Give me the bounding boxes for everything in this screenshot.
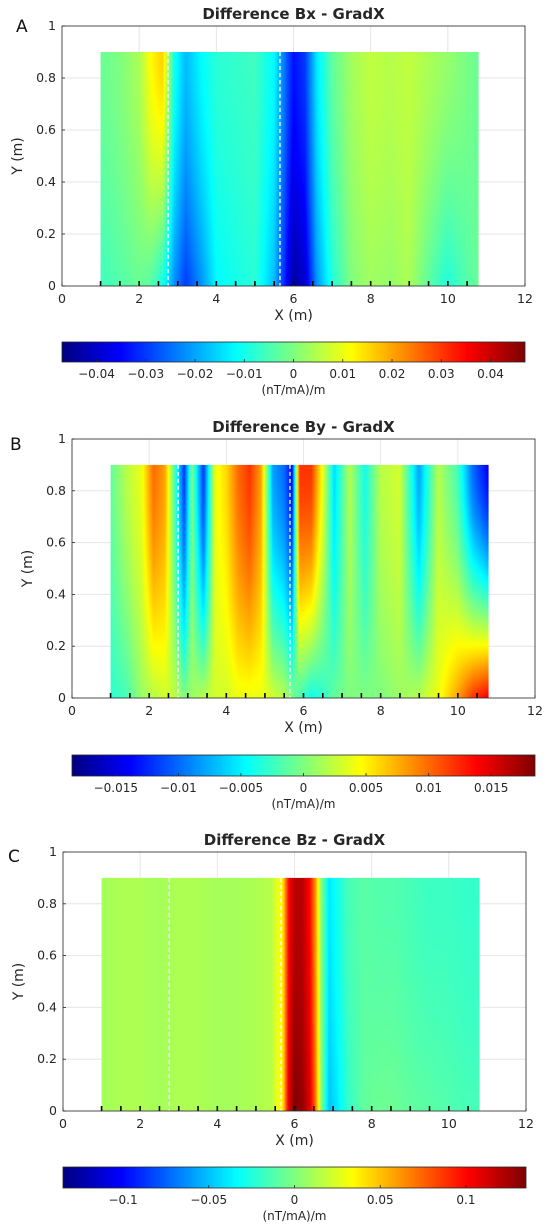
x-tick-label: 2 [136, 1116, 144, 1131]
colorbar-tick-label: −0.01 [226, 367, 263, 381]
colorbar-tick-label: 0.01 [415, 781, 442, 795]
y-tick-label: 0.4 [46, 586, 66, 601]
x-tick-label: 10 [441, 1116, 457, 1131]
y-tick-label: 0 [48, 278, 56, 293]
y-tick-label: 0 [49, 1103, 57, 1118]
y-tick-label: 0.4 [37, 999, 57, 1014]
x-tick-label: 0 [59, 1116, 67, 1131]
colorbar-gradient [72, 755, 535, 776]
y-axis-label: Y (m) [20, 550, 36, 589]
x-tick-label: 12 [518, 1116, 534, 1131]
colorbar-tick-label: −0.05 [190, 1193, 227, 1207]
colorbar-tick-label: 0.005 [349, 781, 383, 795]
x-tick-label: 10 [440, 291, 456, 306]
colorbar-tick-label: −0.005 [219, 781, 263, 795]
chart-title: Difference By - GradX [212, 418, 395, 436]
heatmap-surface [110, 464, 489, 698]
colorbar-tick-label: −0.03 [127, 367, 164, 381]
colorbar: −0.015 −0.01 −0.005 0 0.005 0.01 0.015 (nT/mA)/… [71, 754, 536, 811]
heatmap-surface [100, 52, 479, 286]
x-tick-label: 6 [291, 1116, 299, 1131]
x-tick-label: 6 [300, 703, 308, 718]
colorbar-tick-label: 0.03 [428, 367, 455, 381]
colorbar: −0.04 −0.03 −0.02 −0.01 0 0.01 0.02 0.03 0.04 (nT… [61, 341, 526, 397]
y-tick-label: 0.2 [46, 638, 66, 653]
colorbar-tick-label: 0.02 [379, 367, 406, 381]
x-tick-label: 2 [145, 703, 153, 718]
colorbar-tick-label: 0.05 [367, 1193, 394, 1207]
y-tick-label: 0.2 [37, 1051, 57, 1066]
x-axis-label: X (m) [284, 720, 323, 736]
x-tick-label: 6 [290, 291, 298, 306]
colorbar-tick-label: 0.01 [329, 367, 356, 381]
panel-label: C [8, 847, 20, 867]
x-tick-label: 8 [368, 1116, 376, 1131]
colorbar-tick-label: 0.1 [456, 1193, 475, 1207]
colorbar-tick-label: 0.04 [477, 367, 504, 381]
y-tick-label: 0.2 [36, 226, 56, 241]
x-axis-label: X (m) [274, 308, 313, 324]
y-tick-label: 0.6 [37, 948, 57, 963]
y-tick-label: 0.4 [36, 174, 56, 189]
x-tick-label: 8 [377, 703, 385, 718]
y-tick-label: 0.8 [36, 70, 56, 85]
colorbar-unit-label: (nT/mA)/m [262, 383, 326, 397]
colorbar-tick-label: −0.04 [78, 367, 115, 381]
y-tick-label: 0 [58, 690, 66, 705]
y-axis-label: Y (m) [10, 137, 26, 176]
colorbar-tick-label: −0.02 [177, 367, 214, 381]
heatmap-surface [101, 877, 480, 1111]
colorbar-gradient [62, 342, 525, 362]
colorbar-tick-label: 0.015 [474, 781, 508, 795]
colorbar-tick-label: −0.1 [108, 1193, 137, 1207]
x-tick-label: 10 [450, 703, 466, 718]
colorbar-tick-label: 0 [290, 367, 298, 381]
x-tick-label: 0 [58, 291, 66, 306]
x-tick-label: 4 [222, 703, 230, 718]
colorbar-tick-label: 0 [291, 1193, 299, 1207]
y-tick-label: 0.8 [46, 483, 66, 498]
colorbar-unit-label: (nT/mA)/m [263, 1209, 327, 1223]
y-tick-label: 0.8 [37, 896, 57, 911]
x-tick-label: 12 [517, 291, 533, 306]
y-tick-label: 1 [58, 431, 66, 446]
y-tick-label: 1 [49, 844, 57, 859]
colorbar-tick-label: 0 [300, 781, 308, 795]
colorbar-tick-label: −0.01 [160, 781, 197, 795]
colorbar-tick-label: −0.015 [94, 781, 138, 795]
colorbar-unit-label: (nT/mA)/m [272, 797, 336, 811]
panel-label: B [10, 435, 22, 455]
y-tick-label: 0.6 [36, 122, 56, 137]
x-axis-label: X (m) [275, 1133, 314, 1149]
colorbar: −0.1 −0.05 0 0.05 0.1 (nT/mA)/m [62, 1166, 527, 1223]
y-tick-label: 1 [48, 18, 56, 33]
y-tick-label: 0.6 [46, 535, 66, 550]
y-axis-label: Y (m) [11, 963, 27, 1002]
colorbar-gradient [63, 1167, 526, 1188]
panel-label: A [16, 17, 28, 37]
x-tick-label: 4 [213, 1116, 221, 1131]
x-tick-label: 4 [212, 291, 220, 306]
x-tick-label: 0 [68, 703, 76, 718]
x-tick-label: 8 [367, 291, 375, 306]
chart-title: Difference Bx - GradX [202, 5, 385, 23]
x-tick-label: 12 [527, 703, 543, 718]
x-tick-label: 2 [135, 291, 143, 306]
chart-title: Difference Bz - GradX [204, 831, 386, 849]
